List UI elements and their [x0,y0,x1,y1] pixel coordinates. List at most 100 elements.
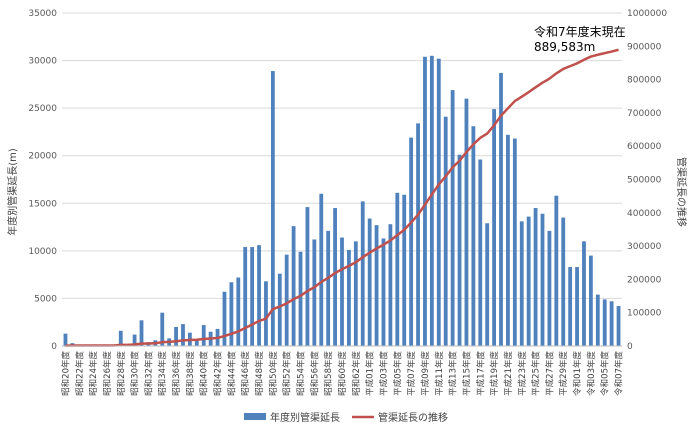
bar-78 [602,299,607,346]
bar-56 [450,90,455,347]
bar-32 [284,254,289,346]
bar-17 [181,324,185,346]
bar-23 [222,291,227,346]
x-tick-label-8: 昭和28年度 [116,351,127,396]
left-tick-label-2: 10000 [28,247,57,257]
x-tick-label-54: 平成11年度 [434,351,445,396]
bar-49 [402,194,407,346]
x-tick-label-48: 平成05年度 [392,351,403,396]
bar-55 [443,116,448,346]
x-tick-label-10: 昭和30年度 [130,351,141,396]
x-tick-label-60: 平成17年度 [475,351,486,396]
bar-74 [575,267,579,346]
bar-79 [609,301,614,346]
annotation-total: 889,583m [534,40,595,54]
bar-25 [236,277,241,346]
x-tick-label-64: 平成21年度 [503,351,514,396]
bar-47 [388,224,393,346]
bar-64 [506,134,510,346]
x-tick-label-72: 平成29年度 [558,351,569,396]
right-y-axis: 0 100000 200000 300000 400000 500000 600000 700… [627,9,667,352]
bar-33 [291,226,296,346]
bar-10 [132,334,137,346]
x-tick-label-74: 令和01年度 [572,351,583,396]
x-tick-label-4: 昭和24年度 [88,351,99,396]
bar-series [63,55,621,347]
x-tick-label-68: 平成25年度 [531,351,542,396]
bar-54 [436,58,441,346]
bar-11 [139,320,144,346]
x-tick-label-30: 昭和50年度 [268,351,279,396]
x-tick-label-6: 昭和26年度 [102,351,113,396]
x-axis: 昭和20年度 昭和22年度 昭和24年度 昭和26年度 昭和28年度 昭和30年度 昭和32… [60,345,625,396]
right-tick-label-10: 1000000 [627,9,667,19]
x-tick-label-24: 昭和44年度 [226,351,237,396]
x-tick-label-56: 平成13年度 [448,351,459,396]
bar-53 [429,55,434,347]
bar-19 [194,340,199,346]
bar-59 [471,126,476,346]
x-tick-label-78: 令和05年度 [600,351,611,396]
x-tick-label-20: 昭和40年度 [199,351,210,396]
bar-65 [512,138,517,346]
x-tick-label-2: 昭和22年度 [74,351,85,396]
x-tick-label-76: 令和03年度 [586,351,597,396]
x-tick-label-16: 昭和36年度 [171,351,182,396]
bar-43 [360,201,365,346]
right-tick-label-4: 400000 [627,209,662,219]
bar-71 [554,195,559,346]
x-tick-label-12: 昭和32年度 [143,351,154,396]
x-tick-label-66: 平成23年度 [517,351,528,396]
right-tick-label-5: 500000 [627,176,662,186]
bar-0 [63,333,68,346]
legend-bar-label: 年度別管渠延長 [270,411,340,424]
x-tick-label-42: 昭和62年度 [351,351,362,396]
legend: 年度別管渠延長 管渠延長の推移 [244,411,448,424]
x-tick-label-46: 平成03年度 [378,351,389,396]
left-tick-label-1: 5000 [34,294,57,304]
bar-29 [264,281,268,346]
cumulative-line [65,48,619,347]
bar-62 [492,109,496,346]
bar-52 [423,56,427,346]
left-axis-title: 年度別管渠延長(m) [6,148,19,236]
bar-51 [416,123,420,346]
bar-76 [588,255,593,346]
bar-39 [333,208,337,346]
bar-42 [353,241,358,346]
right-tick-label-0: 0 [627,342,633,352]
x-tick-label-22: 昭和42年度 [213,351,224,396]
left-tick-label-4: 20000 [28,152,57,162]
x-tick-label-14: 昭和34年度 [157,351,168,396]
x-tick-label-36: 昭和56年度 [309,351,320,396]
bar-58 [464,98,469,346]
bar-80 [616,306,621,346]
bar-30 [270,71,275,346]
bar-73 [568,267,573,346]
right-tick-label-9: 900000 [627,42,662,52]
left-tick-label-5: 25000 [28,104,57,114]
bar-35 [305,207,310,346]
right-tick-label-7: 700000 [627,109,662,119]
bar-20 [201,325,206,346]
bar-16 [174,326,178,346]
bar-24 [229,282,234,346]
left-tick-label-0: 0 [51,342,57,352]
legend-bar-swatch [244,413,266,420]
line-series [65,48,619,347]
bar-60 [478,159,483,346]
x-tick-label-38: 昭和58年度 [323,351,334,396]
bar-46 [381,238,386,346]
x-tick-label-0: 昭和20年度 [60,351,71,396]
bar-14 [160,312,165,346]
bar-68 [533,208,538,346]
right-tick-label-1: 100000 [627,309,662,319]
bar-48 [395,192,400,346]
bar-34 [298,251,303,346]
right-tick-label-8: 800000 [627,76,662,86]
right-axis-title: 管渠延長の推移 [675,157,688,227]
bar-69 [540,213,545,346]
bar-61 [485,223,490,346]
bar-70 [547,230,552,346]
